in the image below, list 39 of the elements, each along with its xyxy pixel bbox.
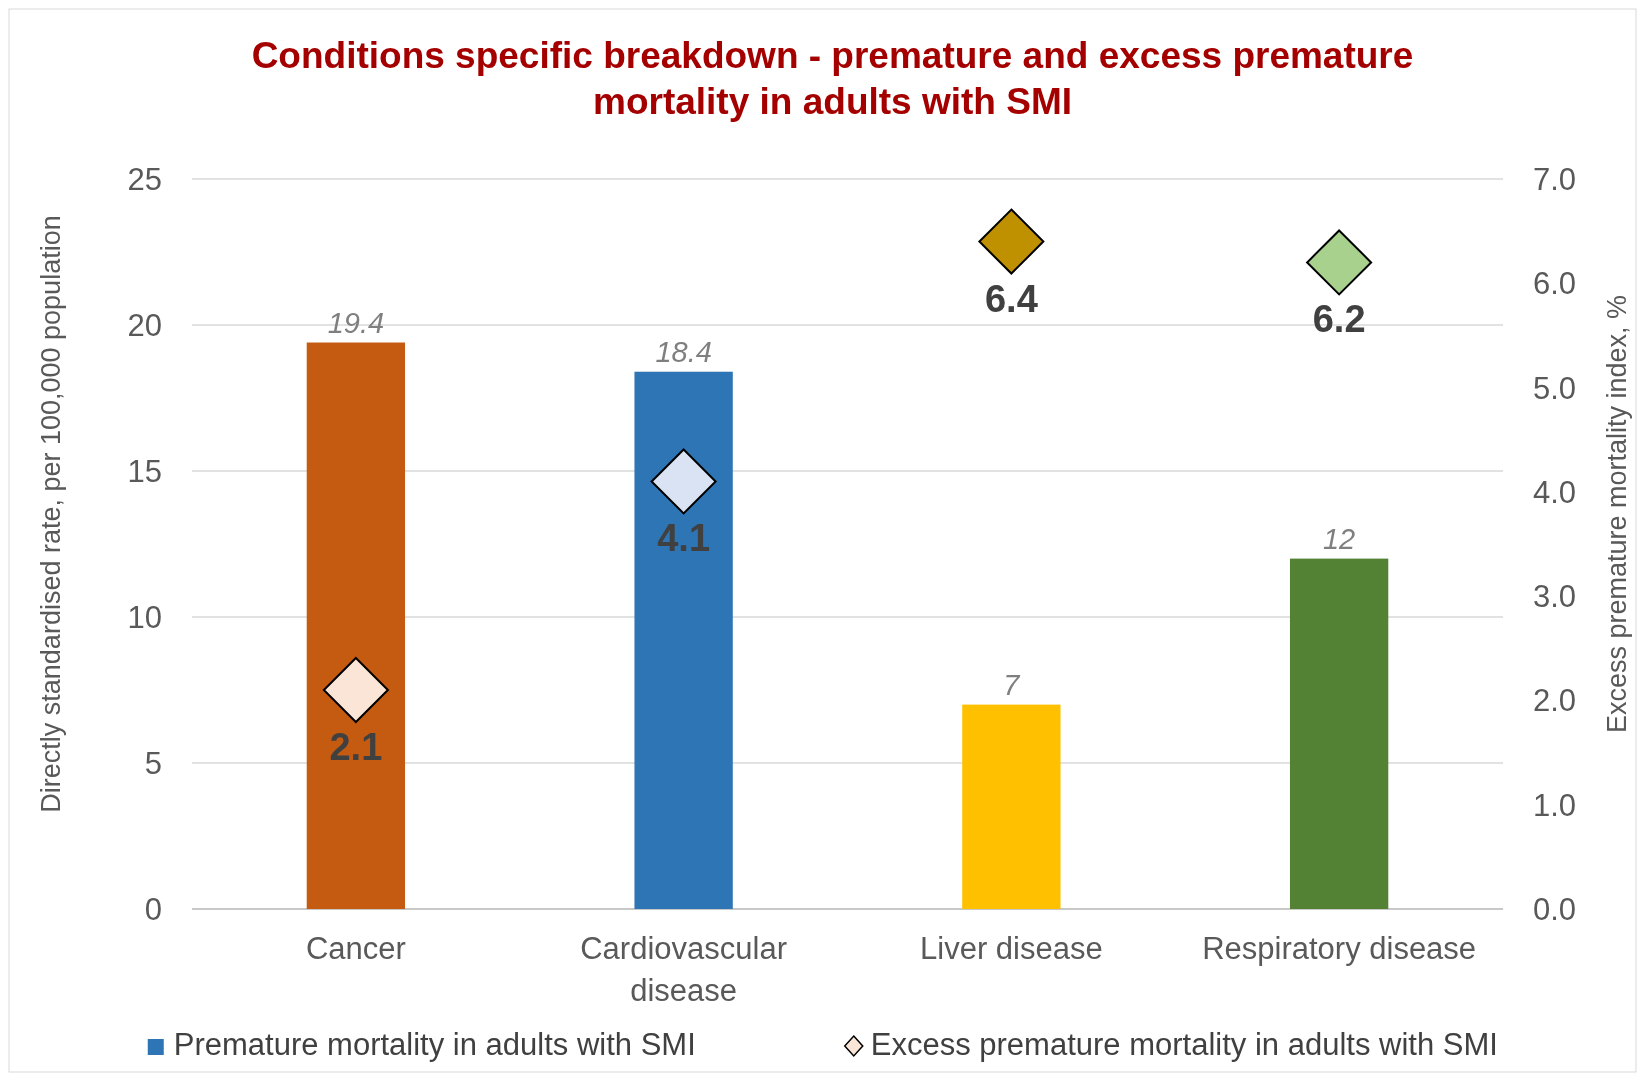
y2-tick-label: 1.0 [1533,787,1577,823]
data-label: 12 [1322,522,1356,555]
point [1306,229,1373,296]
point [650,448,717,515]
x-tick-label: Liver disease [920,931,1103,966]
y-tick-label: 15 [127,454,162,489]
point [978,208,1045,275]
y-axis-title: Directly standardised rate, per 100,000 population [36,215,66,813]
bar [634,371,733,909]
x-tick-label: Cardiovascular disease [580,931,788,1008]
y2-tick-label: 7.0 [1533,162,1577,197]
y2-tick-label: 6.0 [1533,266,1577,302]
y-tick-label: 10 [127,600,162,635]
legend-label: Excess premature mortality in adults with SMI [870,1027,1498,1062]
bar [962,704,1061,909]
data-label: 18.4 [655,335,712,368]
data-label: 19.4 [327,306,385,339]
y2-axis-title: Excess premature mortality index, % [1602,294,1632,734]
data-label: 2.1 [329,726,383,768]
y-tick-label: 20 [127,308,162,343]
x-tick-label: Respiratory disease [1202,931,1477,966]
y2-tick-label: 2.0 [1533,683,1577,719]
y-tick-label: 0 [144,892,162,927]
y-tick-label: 25 [127,162,162,197]
y-tick-label: 5 [144,746,162,781]
x-tick-label: Cancer [305,931,406,966]
y2-tick-label: 4.0 [1533,474,1577,510]
y2-tick-label: 3.0 [1533,579,1577,615]
chart-title: Conditions specific breakdown - premature and excess premature mortality in adults with SMI [251,35,1414,122]
bar [1289,558,1389,909]
point [322,657,389,723]
data-label: 7 [1003,668,1022,701]
y2-tick-label: 0.0 [1533,892,1577,927]
data-label: 4.1 [657,517,711,560]
data-label: 6.2 [1312,298,1366,341]
y2-tick-label: 5.0 [1533,370,1577,406]
bar [306,342,406,909]
data-label: 6.4 [984,277,1038,320]
legend-label: Premature mortality in adults with SMI [173,1027,696,1062]
